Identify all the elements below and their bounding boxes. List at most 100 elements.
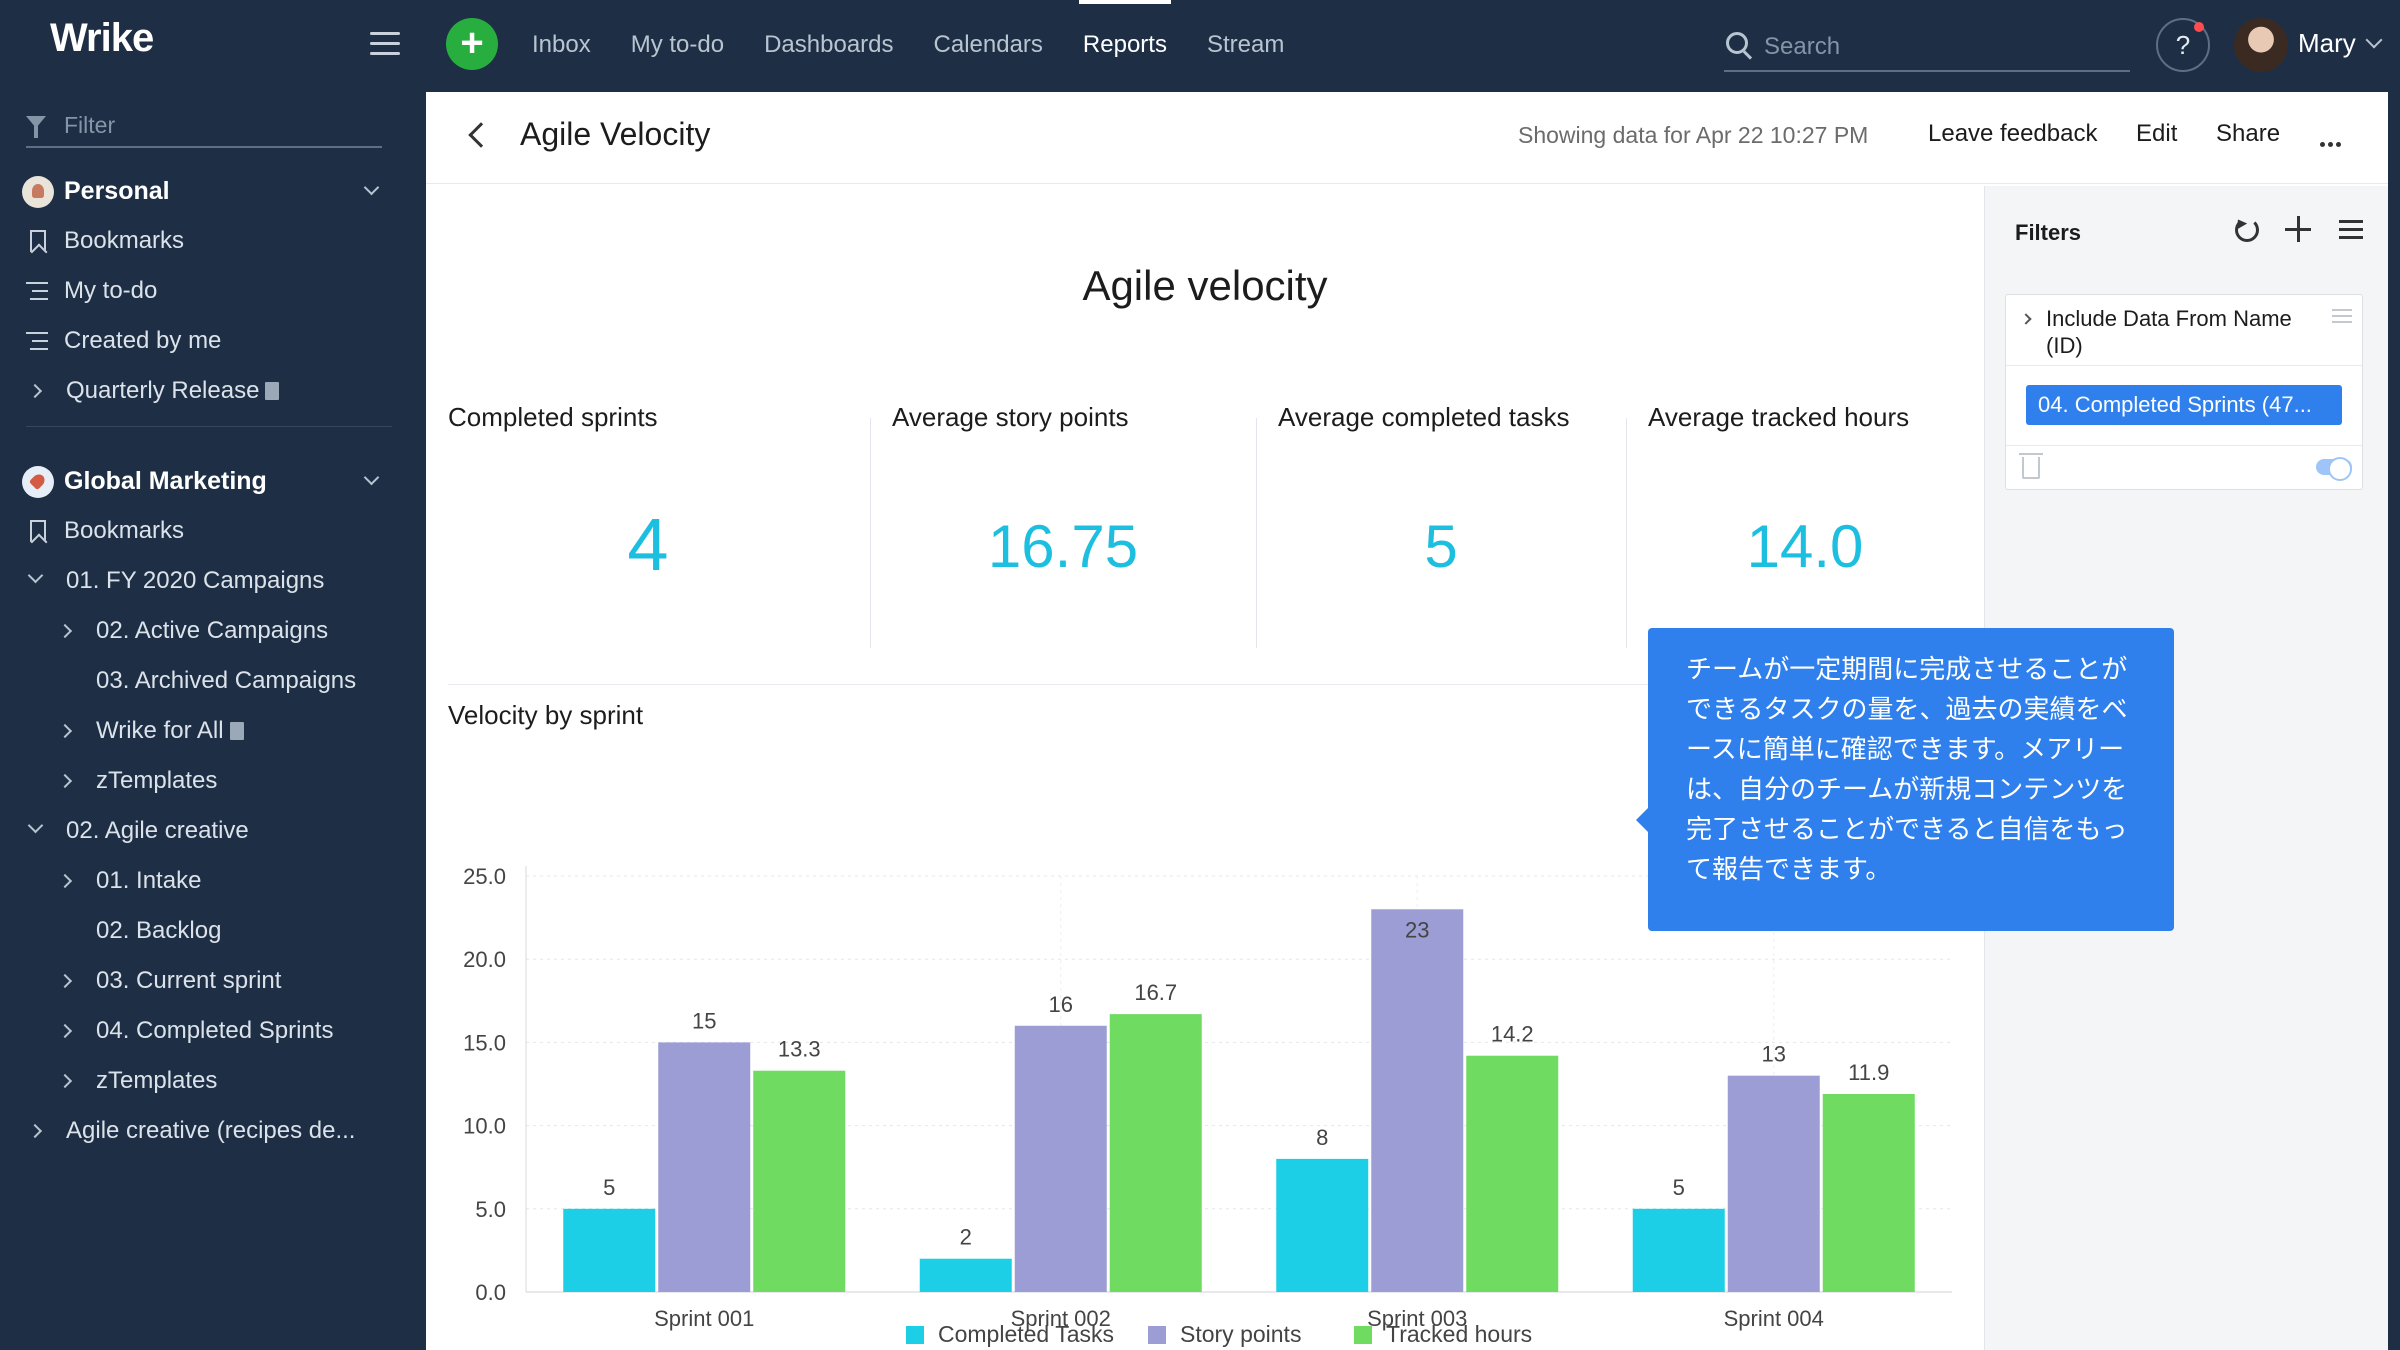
chevron-right-icon[interactable]	[57, 623, 73, 639]
sidebar-item-label: 02. Backlog	[96, 917, 222, 944]
main-nav: Inbox My to-do Dashboards Calendars Repo…	[512, 0, 1304, 90]
chevron-right-icon[interactable]	[57, 723, 73, 739]
sidebar-folder-wrike-for-all[interactable]: Wrike for All	[0, 706, 420, 756]
menu-icon[interactable]	[2339, 220, 2363, 240]
menu-icon[interactable]	[370, 32, 400, 56]
chevron-right-icon[interactable]	[27, 1123, 43, 1139]
more-icon[interactable]	[2320, 134, 2346, 147]
plus-icon[interactable]	[2285, 216, 2311, 242]
bar	[1371, 909, 1464, 1292]
data-label: 13	[1762, 1042, 1786, 1067]
chevron-down-icon[interactable]	[363, 469, 380, 486]
chevron-down-icon[interactable]	[2365, 31, 2383, 49]
sidebar-folder-ztemplates-2[interactable]: zTemplates	[0, 1056, 420, 1106]
sidebar-folder-ztemplates[interactable]: zTemplates	[0, 756, 420, 806]
kpi-value: 4	[627, 503, 669, 586]
trash-icon[interactable]	[2019, 453, 2043, 479]
plus-icon: +	[460, 21, 484, 65]
y-tick-label: 25.0	[463, 864, 506, 889]
share-button[interactable]: Share	[2216, 120, 2281, 147]
chevron-down-icon[interactable]	[27, 817, 44, 834]
legend-swatch	[1148, 1326, 1166, 1344]
back-icon[interactable]	[468, 122, 494, 148]
y-tick-label: 15.0	[463, 1030, 506, 1055]
kpi-average-tracked-hours: Average tracked hours 14.0	[1626, 402, 1984, 662]
sidebar-item-label: 03. Archived Campaigns	[96, 667, 357, 694]
sidebar-folder-fy2020[interactable]: 01. FY 2020 Campaigns	[0, 556, 420, 606]
bookmark-icon	[30, 520, 46, 542]
sidebar-folder-backlog[interactable]: 02. Backlog	[0, 906, 420, 956]
space-title: Personal	[64, 177, 170, 205]
kpi-divider	[1626, 418, 1627, 648]
document-icon	[265, 382, 280, 400]
kpi-label: Completed sprints	[448, 402, 658, 432]
nav-tab-my-todo[interactable]: My to-do	[630, 31, 725, 58]
space-global-marketing[interactable]: Global Marketing	[0, 456, 420, 506]
legend-label: Completed Tasks	[938, 1321, 1114, 1347]
sidebar-folder-agile-creative-recipes[interactable]: Agile creative (recipes de...	[0, 1106, 420, 1156]
kpi-completed-sprints: Completed sprints 4	[426, 402, 870, 662]
chevron-right-icon[interactable]	[57, 873, 73, 889]
section-divider	[448, 684, 1966, 685]
filter-value-chip[interactable]: 04. Completed Sprints (47...	[2026, 385, 2342, 425]
space-personal[interactable]: Personal	[0, 166, 420, 216]
chevron-right-icon[interactable]	[57, 773, 73, 789]
drag-handle-icon[interactable]	[2332, 309, 2352, 323]
filter-toggle[interactable]	[2316, 457, 2352, 481]
nav-tab-stream[interactable]: Stream	[1206, 31, 1285, 58]
sidebar-folder-active-campaigns[interactable]: 02. Active Campaigns	[0, 606, 420, 656]
page-title: Agile Velocity	[520, 116, 711, 152]
data-label: 14.2	[1491, 1022, 1534, 1047]
sidebar-item-bookmarks[interactable]: Bookmarks	[0, 506, 420, 556]
user-name[interactable]: Mary	[2298, 28, 2356, 58]
bar	[919, 1258, 1012, 1292]
reset-icon[interactable]	[2235, 218, 2259, 242]
nav-tab-dashboards[interactable]: Dashboards	[764, 31, 894, 58]
chevron-right-icon[interactable]	[57, 1073, 73, 1089]
chevron-right-icon[interactable]	[57, 973, 73, 989]
sidebar-folder-archived-campaigns[interactable]: 03. Archived Campaigns	[0, 656, 420, 706]
sidebar-item-created-by-me[interactable]: Created by me	[0, 316, 420, 366]
top-bar: Wrike + Inbox My to-do Dashboards Calend…	[0, 0, 2400, 90]
add-new-button[interactable]: +	[446, 18, 498, 70]
legend-swatch	[1354, 1326, 1372, 1344]
sidebar-folder-completed-sprints[interactable]: 04. Completed Sprints	[0, 1006, 420, 1056]
sidebar-divider	[26, 426, 392, 427]
sidebar-item-bookmarks[interactable]: Bookmarks	[0, 216, 420, 266]
chevron-down-icon[interactable]	[27, 567, 44, 584]
edit-button[interactable]: Edit	[2136, 120, 2178, 147]
chevron-right-icon[interactable]	[2020, 313, 2032, 325]
chevron-down-icon[interactable]	[363, 179, 380, 196]
sidebar-folder-agile-creative[interactable]: 02. Agile creative	[0, 806, 420, 856]
chevron-right-icon[interactable]	[27, 383, 43, 399]
avatar[interactable]	[2234, 18, 2288, 72]
nav-tab-calendars[interactable]: Calendars	[933, 31, 1043, 58]
data-label: 11.9	[1848, 1060, 1889, 1085]
leave-feedback-button[interactable]: Leave feedback	[1928, 120, 2098, 147]
y-tick-label: 20.0	[463, 947, 506, 972]
sidebar-folder-current-sprint[interactable]: 03. Current sprint	[0, 956, 420, 1006]
kpi-label: Average story points	[892, 402, 1129, 432]
wrike-logo[interactable]: Wrike	[50, 16, 154, 60]
sidebar-filter-input[interactable]	[64, 108, 374, 142]
nav-tab-inbox[interactable]: Inbox	[532, 31, 591, 58]
help-button[interactable]: ?	[2156, 18, 2210, 72]
list-icon	[26, 282, 48, 300]
filter-icon	[26, 116, 46, 138]
info-tooltip: チームが一定期間に完成させることができるタスクの量を、過去の実績をベースに簡単に…	[1636, 628, 2174, 931]
kpi-label: Average tracked hours	[1648, 402, 1910, 432]
sidebar-folder-intake[interactable]: 01. Intake	[0, 856, 420, 906]
bar	[1109, 1014, 1202, 1292]
kpi-divider	[870, 418, 871, 648]
data-label: 13.3	[778, 1037, 821, 1062]
data-label: 5	[1673, 1175, 1685, 1200]
nav-tab-reports[interactable]: Reports	[1063, 0, 1187, 90]
filter-card: Include Data From Name (ID) 04. Complete…	[2005, 294, 2363, 490]
chevron-right-icon[interactable]	[57, 1023, 73, 1039]
search-input[interactable]	[1764, 30, 2124, 64]
sidebar-item-my-todo[interactable]: My to-do	[0, 266, 420, 316]
search-icon	[1726, 32, 1748, 54]
kpi-value: 14.0	[1746, 513, 1864, 580]
sidebar-item-quarterly-release[interactable]: Quarterly Release	[0, 366, 420, 416]
data-label: 15	[692, 1008, 716, 1033]
